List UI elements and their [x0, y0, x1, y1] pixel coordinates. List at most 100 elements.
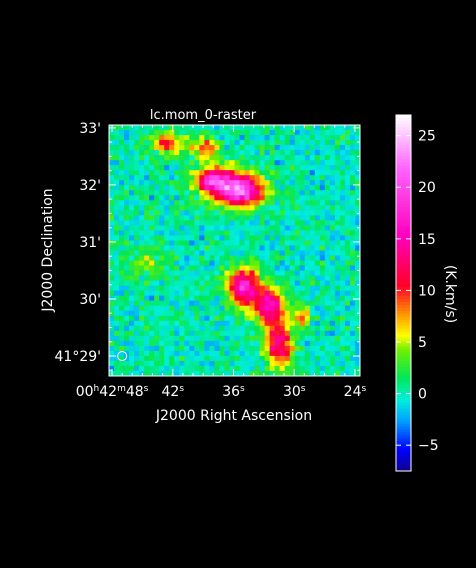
raster-cell [184, 370, 190, 377]
raster-cell [159, 365, 165, 372]
raster-cell [219, 365, 225, 372]
raster-cell [254, 275, 260, 281]
raster-cell [299, 350, 306, 357]
raster-cell [174, 285, 180, 292]
raster-cell [154, 215, 160, 221]
raster-cell [219, 340, 225, 347]
raster-cell [329, 165, 336, 171]
raster-cell [109, 340, 115, 347]
raster-cell [304, 220, 311, 226]
raster-cell [344, 250, 351, 256]
raster-cell [279, 155, 286, 161]
raster-cell [189, 250, 195, 256]
raster-cell [259, 225, 265, 231]
raster-cell [204, 260, 210, 266]
raster-cell [184, 150, 190, 156]
raster-cell [259, 150, 265, 156]
raster-cell [299, 180, 306, 186]
raster-cell [114, 190, 120, 196]
raster-cell [189, 175, 195, 181]
raster-cell [119, 270, 125, 276]
raster-cell [314, 145, 321, 151]
raster-cell [294, 270, 301, 276]
raster-cell [299, 205, 306, 211]
raster-cell [134, 290, 140, 297]
raster-cell [204, 165, 210, 171]
raster-cell [249, 260, 255, 266]
raster-cell [294, 145, 301, 151]
raster-cell [299, 160, 306, 166]
raster-cell [189, 215, 195, 221]
raster-cell [169, 370, 175, 377]
raster-cell [309, 165, 316, 171]
raster-cell [294, 345, 301, 352]
raster-cell [309, 200, 316, 206]
colorbar-segment [396, 465, 411, 469]
raster-cell [309, 130, 316, 136]
raster-cell [319, 315, 326, 322]
raster-cell [219, 300, 225, 307]
raster-cell [334, 155, 341, 161]
raster-cell [314, 195, 321, 201]
raster-cell [134, 320, 140, 327]
raster-cell [339, 345, 346, 352]
raster-cell [279, 220, 286, 226]
raster-cell [274, 300, 281, 307]
raster-cell [244, 335, 250, 342]
raster-cell [349, 205, 356, 211]
raster-cell [129, 260, 135, 266]
raster-cell [234, 225, 240, 231]
raster-cell [199, 330, 205, 337]
raster-cell [179, 255, 185, 261]
raster-cell [174, 145, 180, 151]
raster-cell [219, 125, 225, 131]
raster-cell [164, 240, 170, 246]
raster-cell [204, 230, 210, 236]
raster-cell [319, 335, 326, 342]
raster-cell [134, 265, 140, 271]
raster-cell [179, 305, 185, 312]
raster-cell [204, 310, 210, 317]
raster-cell [309, 180, 316, 186]
colorbar-segment [396, 334, 411, 338]
raster-cell [299, 155, 306, 161]
raster-cell [174, 180, 180, 186]
raster-cell [209, 145, 215, 151]
raster-cell [119, 215, 125, 221]
raster-cell [264, 225, 270, 231]
raster-cell [214, 280, 220, 286]
raster-cell [269, 220, 276, 226]
raster-cell [204, 130, 210, 136]
raster-cell [144, 295, 150, 302]
raster-cell [204, 295, 210, 302]
raster-cell [324, 330, 331, 337]
raster-cell [194, 340, 200, 347]
raster-cell [324, 185, 331, 191]
raster-cell [334, 305, 341, 312]
raster-cell [129, 195, 135, 201]
raster-cell [249, 360, 255, 367]
raster-cell [324, 215, 331, 221]
raster-cell [204, 355, 210, 362]
raster-cell [304, 245, 311, 251]
raster-cell [349, 150, 356, 156]
raster-cell [334, 135, 341, 141]
raster-cell [289, 245, 296, 251]
raster-cell [279, 190, 286, 196]
raster-cell [154, 245, 160, 251]
raster-cell [324, 200, 331, 206]
raster-cell [119, 340, 125, 347]
raster-cell [204, 330, 210, 337]
raster-cell [319, 360, 326, 367]
raster-cell [174, 140, 180, 146]
raster-cell [284, 290, 291, 297]
raster-cell [159, 290, 165, 297]
raster-cell [314, 310, 321, 317]
raster-cell [254, 340, 260, 347]
raster-cell [139, 245, 145, 251]
raster-cell [214, 185, 220, 191]
raster-cell [264, 340, 270, 347]
raster-cell [234, 330, 240, 337]
raster-cell [144, 305, 150, 312]
raster-cell [244, 220, 250, 226]
